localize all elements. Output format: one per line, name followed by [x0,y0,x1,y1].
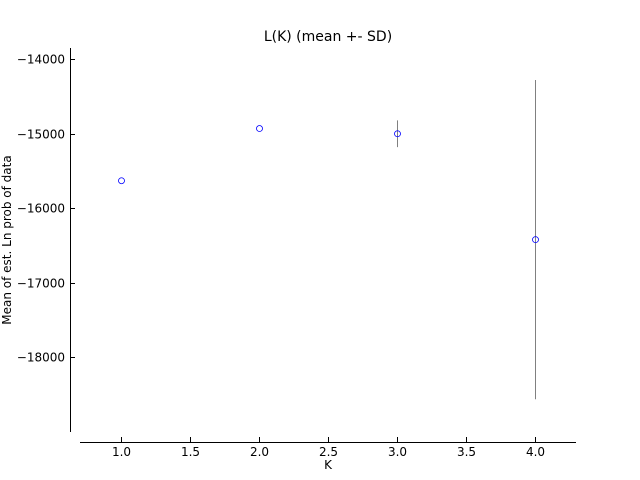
x-tick-label: 2.5 [319,445,338,459]
x-axis-label: K [324,458,333,472]
y-tick-label: −15000 [17,128,65,142]
chart-title: L(K) (mean +- SD) [264,29,392,45]
data-point [118,177,125,185]
plot-area: −14000 −15000 −16000 −17000 −18000 1.0 1.5 2.0 2… [17,48,576,459]
x-tick-label: 3.0 [388,445,407,459]
x-tick-label: 3.5 [457,445,476,459]
x-tick-label: 2.0 [250,445,269,459]
y-tick-label: −16000 [17,202,65,216]
y-axis-label: Mean of est. Ln prob of data [0,155,14,324]
x-tick-label: 1.5 [181,445,200,459]
x-tick-label: 1.0 [112,445,131,459]
y-tick-label: −14000 [17,53,65,67]
x-tick-label: 4.0 [526,445,545,459]
y-tick-label: −18000 [17,351,65,365]
data-point [256,125,263,132]
y-tick-label: −17000 [17,277,65,291]
data-point [394,130,401,138]
data-point [532,236,539,244]
